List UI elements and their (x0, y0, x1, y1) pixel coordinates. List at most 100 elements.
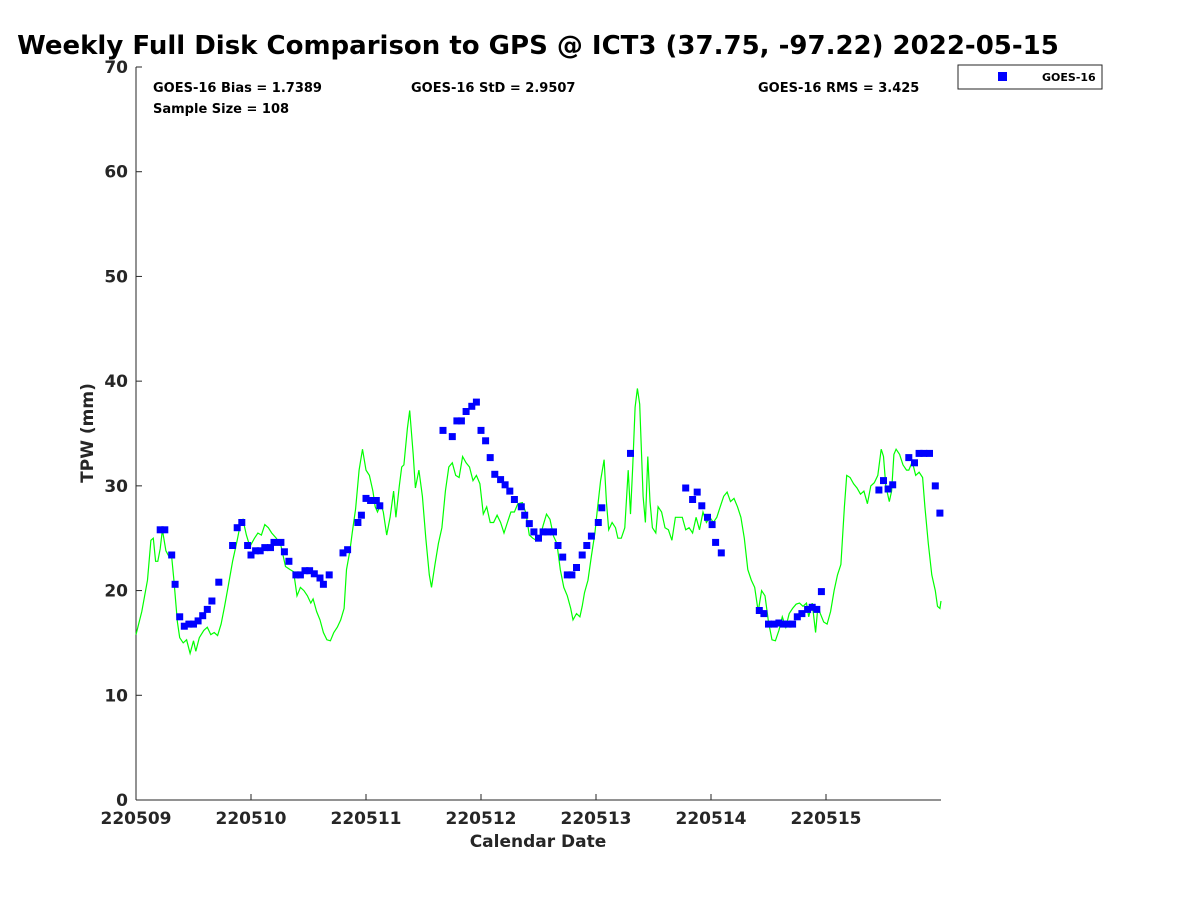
goes16-point (712, 538, 720, 546)
goes16-point (171, 580, 179, 588)
bias-annotation: GOES-16 Bias = 1.7389 (153, 81, 322, 96)
goes16-point (698, 502, 706, 510)
goes16-point (319, 580, 327, 588)
y-axis-label: TPW (mm) (78, 383, 98, 483)
goes16-point (296, 571, 304, 579)
y-tick-label: 30 (104, 477, 128, 497)
goes16-point (306, 567, 314, 575)
y-tick-label: 40 (104, 372, 128, 392)
goes16-point (755, 607, 763, 614)
goes16-point (931, 482, 939, 490)
goes16-point (448, 433, 456, 441)
goes16-point (468, 402, 476, 410)
legend: GOES-16 (957, 64, 1103, 90)
goes16-point (559, 553, 567, 561)
goes16-point (594, 519, 602, 526)
x-tick-label: 220510 (216, 809, 287, 829)
goes16-point (682, 484, 690, 492)
goes16-point (362, 494, 370, 502)
goes16-point (156, 526, 164, 534)
goes16-point (789, 620, 797, 628)
axes (135, 67, 941, 801)
goes16-point (194, 617, 202, 625)
goes16-point (497, 476, 505, 484)
legend-marker-goes16 (998, 72, 1007, 81)
goes16-point (203, 605, 211, 613)
goes16-point (267, 544, 274, 552)
goes16-point (884, 485, 892, 493)
goes16-point (915, 449, 923, 457)
y-ticks: 0 10 20 30 40 50 60 70 (104, 58, 142, 811)
goes16-point (238, 519, 246, 526)
goes16-point (491, 470, 499, 478)
goes16-point (775, 619, 783, 627)
goes16-point (517, 503, 525, 511)
goes16-point (316, 574, 324, 582)
goes16-point (439, 426, 447, 434)
legend-label-goes16: GOES-16 (1042, 71, 1096, 84)
goes16-points-layer (156, 398, 944, 630)
goes16-point (798, 610, 806, 618)
goes16-point (176, 613, 184, 621)
goes16-point (760, 610, 768, 618)
goes16-point (765, 620, 772, 628)
goes16-point (277, 538, 285, 546)
goes16-point (704, 513, 711, 521)
goes16-point (199, 612, 207, 620)
goes16-point (190, 620, 197, 628)
goes16-point (185, 620, 193, 628)
goes16-point (161, 526, 169, 534)
goes16-point (530, 528, 538, 536)
goes16-point (583, 542, 591, 549)
goes16-point (280, 548, 288, 556)
goes16-point (486, 454, 494, 462)
goes16-point (256, 547, 264, 555)
goes16-point (252, 547, 260, 555)
goes16-point (506, 487, 514, 495)
x-tick-label: 220509 (101, 809, 172, 829)
goes16-point (339, 549, 347, 557)
goes16-point (357, 511, 365, 519)
goes16-point (372, 497, 380, 504)
goes16-point (539, 528, 547, 536)
y-tick-label: 20 (104, 582, 128, 602)
goes16-point (587, 532, 595, 540)
goes16-point (817, 588, 825, 596)
goes16-point (804, 605, 812, 613)
goes16-point (875, 486, 883, 494)
y-tick-label: 0 (116, 791, 128, 811)
goes16-point (215, 578, 223, 586)
goes16-point (244, 542, 252, 549)
y-tick-label: 60 (104, 163, 128, 183)
x-ticks: 220509 220510 220511 220512 220513 220514 2205… (101, 794, 861, 829)
goes16-point (920, 449, 928, 457)
goes16-point (889, 481, 897, 489)
x-tick-label: 220511 (331, 809, 402, 829)
x-axis-label: Calendar Date (470, 832, 607, 852)
y-tick-label: 10 (104, 686, 128, 706)
std-annotation: GOES-16 StD = 2.9507 (411, 81, 575, 96)
goes16-point (717, 549, 725, 557)
sample-size-annotation: Sample Size = 108 (153, 102, 289, 117)
goes16-point (689, 496, 697, 503)
goes16-point (708, 521, 716, 529)
goes16-point (784, 620, 792, 628)
goes16-point (208, 597, 216, 605)
goes16-point (793, 613, 801, 621)
goes16-point (229, 542, 237, 549)
goes16-point (770, 620, 778, 628)
goes16-point (525, 520, 533, 528)
goes16-point (926, 449, 933, 457)
goes16-point (550, 528, 557, 536)
goes16-point (627, 449, 634, 457)
goes16-point (261, 544, 269, 552)
goes16-point (168, 551, 176, 559)
goes16-point (936, 509, 944, 517)
goes16-point (344, 546, 352, 554)
goes16-point (880, 477, 887, 485)
goes16-point (911, 459, 918, 467)
goes16-point (521, 511, 529, 519)
goes16-point (779, 620, 787, 628)
